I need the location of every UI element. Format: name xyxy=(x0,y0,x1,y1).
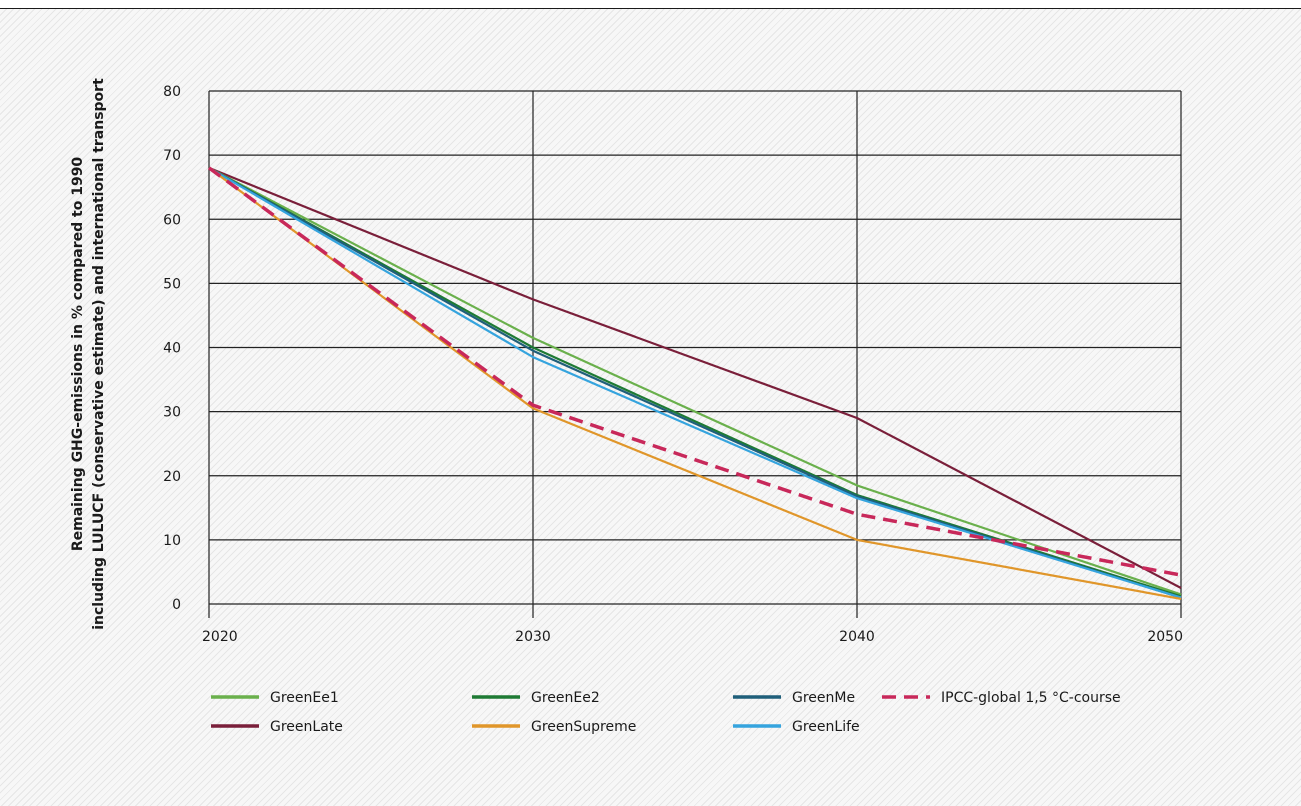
legend-label: GreenLate xyxy=(270,719,343,735)
series-line-greenee2 xyxy=(208,166,1182,598)
y-axis-label-line-2: including LULUCF (conservative estimate)… xyxy=(91,78,107,630)
legend-label: GreenLife xyxy=(792,719,860,735)
x-axis-ticks: 2020 2030 2040 2050 xyxy=(202,629,1183,645)
y-tick-label: 70 xyxy=(163,148,181,164)
y-axis-ticks: 0 10 20 30 40 50 60 70 80 xyxy=(163,84,181,613)
x-tick-label: 2020 xyxy=(202,629,238,645)
y-tick-label: 20 xyxy=(163,469,181,485)
x-tick-label: 2040 xyxy=(839,629,875,645)
series-line-ipcc-global-1-5-c-course xyxy=(207,166,1182,577)
legend-label: GreenEe1 xyxy=(270,690,339,706)
legend-label: IPCC-global 1,5 °C-course xyxy=(941,690,1121,706)
series-line-greenlate xyxy=(208,166,1182,589)
legend-label: GreenEe2 xyxy=(531,690,600,706)
series-line-greensupreme xyxy=(208,167,1182,600)
y-tick-label: 0 xyxy=(172,597,181,613)
y-tick-label: 80 xyxy=(163,84,181,100)
series-line-greenee1 xyxy=(208,166,1182,596)
chart-frame: 0 10 20 30 40 50 60 70 80 2020 2030 2040 2050 Remai… xyxy=(0,8,1301,806)
y-tick-label: 40 xyxy=(163,341,181,357)
y-axis-label-line-1: Remaining GHG-emissions in % compared to… xyxy=(70,157,86,552)
series-line-greenme xyxy=(208,166,1182,599)
y-tick-label: 30 xyxy=(163,405,181,421)
legend: GreenEe1 GreenEe2 GreenMe IPCC-global 1,5 °… xyxy=(211,690,1121,735)
x-tick-label: 2030 xyxy=(515,629,551,645)
legend-label: GreenMe xyxy=(792,690,855,706)
y-tick-label: 50 xyxy=(163,276,181,292)
series-line-greenlife xyxy=(208,166,1182,599)
x-tick-label: 2050 xyxy=(1147,629,1183,645)
legend-label: GreenSupreme xyxy=(531,719,636,735)
y-tick-label: 10 xyxy=(163,533,181,549)
series-lines xyxy=(207,166,1182,600)
grid xyxy=(208,90,1182,618)
y-tick-label: 60 xyxy=(163,212,181,228)
